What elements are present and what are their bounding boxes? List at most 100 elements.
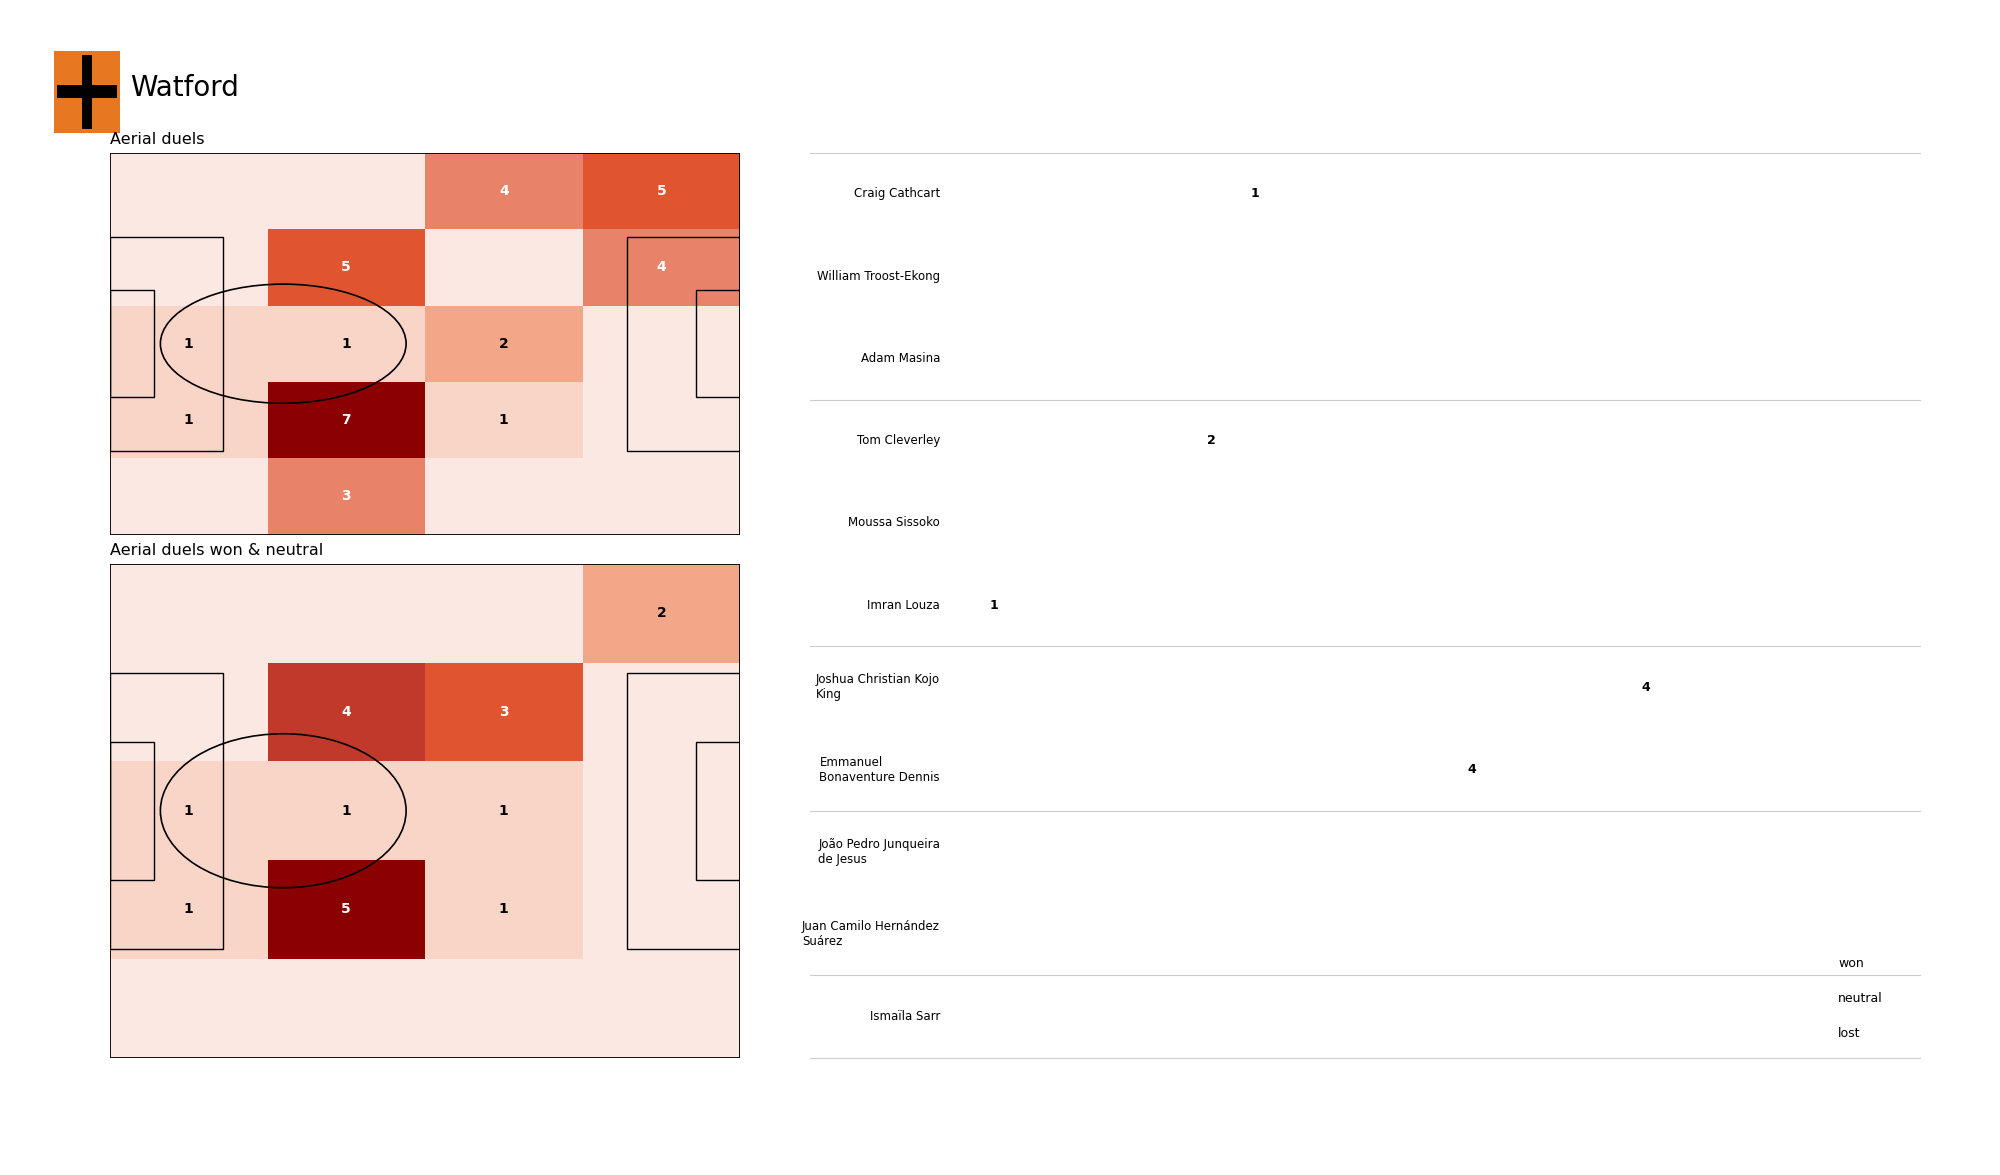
Text: 1: 1: [498, 804, 508, 818]
Bar: [268, 959, 424, 1058]
Bar: [268, 860, 424, 959]
Text: 1: 1: [1076, 845, 1084, 859]
Text: 1: 1: [990, 1009, 998, 1023]
Text: 1: 1: [184, 414, 194, 427]
Text: 1: 1: [1164, 187, 1172, 201]
Bar: [582, 959, 740, 1058]
Bar: [424, 663, 582, 761]
Bar: [582, 458, 740, 535]
Text: 1: 1: [990, 269, 998, 283]
Bar: [424, 860, 582, 959]
Bar: [424, 761, 582, 860]
Bar: [582, 153, 740, 229]
Bar: [110, 290, 154, 397]
Bar: [696, 741, 740, 880]
Text: neutral: neutral: [1838, 992, 1882, 1005]
Bar: [268, 153, 424, 229]
Text: 4: 4: [1468, 763, 1476, 777]
Text: 2: 2: [1032, 434, 1042, 448]
Text: 2: 2: [1032, 187, 1042, 201]
Text: Imran Louza: Imran Louza: [868, 598, 940, 612]
Bar: [268, 458, 424, 535]
Text: 1: 1: [342, 337, 352, 350]
Bar: [110, 860, 268, 959]
FancyBboxPatch shape: [52, 48, 122, 135]
Bar: [110, 382, 268, 458]
Bar: [110, 564, 268, 663]
Text: Aerial duels: Aerial duels: [110, 132, 204, 147]
Bar: [110, 761, 268, 860]
Text: 4: 4: [1642, 680, 1650, 694]
Bar: [424, 382, 582, 458]
Bar: [58, 85, 116, 99]
Bar: [110, 741, 154, 880]
Bar: [110, 153, 268, 229]
Text: 2: 2: [1032, 763, 1042, 777]
Text: 2: 2: [1206, 763, 1216, 777]
Text: 2: 2: [656, 606, 666, 620]
Bar: [268, 564, 424, 663]
Text: Joshua Christian Kojo
King: Joshua Christian Kojo King: [816, 673, 940, 701]
Text: 1: 1: [184, 804, 194, 818]
Text: 1: 1: [184, 337, 194, 350]
Text: lost: lost: [1838, 1027, 1860, 1040]
Bar: [82, 54, 92, 129]
Text: 4: 4: [342, 705, 352, 719]
Text: Watford: Watford: [130, 74, 238, 102]
Bar: [424, 458, 582, 535]
Bar: [582, 382, 740, 458]
Text: 1: 1: [990, 598, 998, 612]
Bar: [696, 290, 740, 397]
Bar: [582, 229, 740, 306]
Text: 4: 4: [498, 184, 508, 197]
Text: 1: 1: [990, 516, 998, 530]
Bar: [582, 860, 740, 959]
Bar: [268, 306, 424, 382]
Text: 1: 1: [342, 804, 352, 818]
Bar: [582, 663, 740, 761]
Bar: [268, 382, 424, 458]
Text: won: won: [1838, 956, 1864, 969]
Bar: [582, 761, 740, 860]
Bar: [582, 564, 740, 663]
Text: 2: 2: [1380, 680, 1390, 694]
Text: Emmanuel
Bonaventure Dennis: Emmanuel Bonaventure Dennis: [820, 756, 940, 784]
Text: Craig Cathcart: Craig Cathcart: [854, 187, 940, 201]
Text: 3: 3: [342, 490, 352, 503]
Bar: [424, 959, 582, 1058]
Bar: [110, 672, 224, 949]
Text: 1: 1: [990, 845, 998, 859]
Text: 4: 4: [1120, 680, 1128, 694]
Text: 5: 5: [656, 184, 666, 197]
Bar: [268, 663, 424, 761]
Bar: [424, 229, 582, 306]
Bar: [110, 306, 268, 382]
Bar: [110, 236, 224, 450]
Text: 4: 4: [656, 261, 666, 274]
Bar: [268, 761, 424, 860]
Text: Aerial duels won & neutral: Aerial duels won & neutral: [110, 543, 324, 558]
Text: Adam Masina: Adam Masina: [860, 351, 940, 365]
Text: 5: 5: [342, 902, 352, 916]
Text: 1: 1: [498, 414, 508, 427]
Text: Tom Cleverley: Tom Cleverley: [856, 434, 940, 448]
Text: William Troost-Ekong: William Troost-Ekong: [816, 269, 940, 283]
Bar: [582, 306, 740, 382]
Bar: [110, 663, 268, 761]
Text: 2: 2: [1206, 434, 1216, 448]
Text: 1: 1: [184, 902, 194, 916]
Text: 5: 5: [342, 261, 352, 274]
Bar: [268, 229, 424, 306]
Bar: [110, 959, 268, 1058]
Text: Ismaïla Sarr: Ismaïla Sarr: [870, 1009, 940, 1023]
Bar: [626, 236, 740, 450]
Bar: [626, 672, 740, 949]
Bar: [424, 153, 582, 229]
Text: Moussa Sissoko: Moussa Sissoko: [848, 516, 940, 530]
Text: 1: 1: [990, 927, 998, 941]
Text: João Pedro Junqueira
de Jesus: João Pedro Junqueira de Jesus: [818, 838, 940, 866]
Text: 1: 1: [1250, 187, 1258, 201]
Bar: [424, 306, 582, 382]
Bar: [110, 229, 268, 306]
Text: 2: 2: [498, 337, 508, 350]
